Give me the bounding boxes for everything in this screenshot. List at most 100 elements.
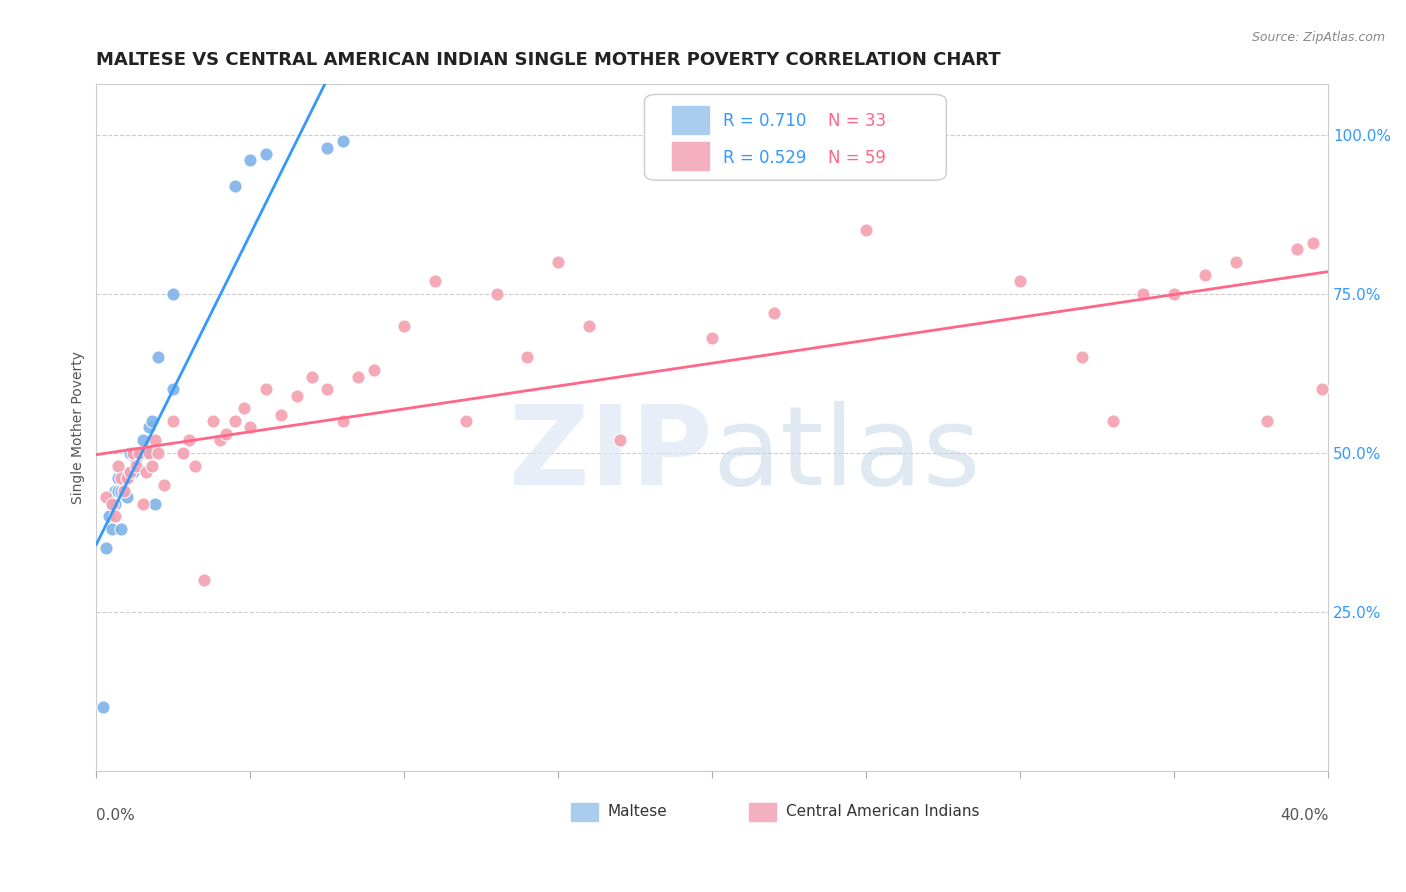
Point — [107, 483, 129, 498]
Point — [112, 471, 135, 485]
Point — [215, 426, 238, 441]
Point — [208, 433, 231, 447]
Text: MALTESE VS CENTRAL AMERICAN INDIAN SINGLE MOTHER POVERTY CORRELATION CHART: MALTESE VS CENTRAL AMERICAN INDIAN SINGL… — [97, 51, 1001, 69]
Point — [702, 331, 724, 345]
Point — [1101, 414, 1123, 428]
Point — [120, 446, 142, 460]
Point — [107, 471, 129, 485]
Text: N = 59: N = 59 — [828, 149, 886, 167]
Point — [285, 389, 308, 403]
Point — [162, 286, 184, 301]
Point — [146, 446, 169, 460]
Point — [112, 483, 135, 498]
Point — [332, 414, 354, 428]
Text: atlas: atlas — [713, 401, 981, 508]
Text: 40.0%: 40.0% — [1279, 808, 1329, 823]
Point — [138, 446, 160, 460]
Point — [316, 141, 339, 155]
Point — [239, 153, 262, 168]
Point — [1010, 274, 1032, 288]
Point — [110, 471, 132, 485]
Point — [485, 286, 508, 301]
Point — [104, 509, 127, 524]
Text: Source: ZipAtlas.com: Source: ZipAtlas.com — [1251, 31, 1385, 45]
Point — [141, 458, 163, 473]
Point — [202, 414, 225, 428]
Point — [112, 483, 135, 498]
Point — [316, 382, 339, 396]
Point — [1163, 286, 1185, 301]
Point — [110, 483, 132, 498]
Point — [239, 420, 262, 434]
Text: 0.0%: 0.0% — [97, 808, 135, 823]
Point — [762, 306, 785, 320]
Point — [1286, 243, 1309, 257]
Point — [547, 255, 569, 269]
FancyBboxPatch shape — [672, 106, 709, 134]
Point — [146, 351, 169, 365]
Point — [125, 458, 148, 473]
Point — [224, 414, 246, 428]
Point — [115, 471, 138, 485]
Text: R = 0.710: R = 0.710 — [723, 112, 807, 130]
Text: Central American Indians: Central American Indians — [786, 805, 980, 820]
Point — [104, 497, 127, 511]
Point — [172, 446, 194, 460]
Point — [1256, 414, 1278, 428]
Point — [1070, 351, 1092, 365]
Point — [1225, 255, 1247, 269]
Point — [233, 401, 256, 416]
Point — [1132, 286, 1154, 301]
Point — [347, 369, 370, 384]
Point — [609, 433, 631, 447]
Point — [115, 471, 138, 485]
Text: R = 0.529: R = 0.529 — [723, 149, 807, 167]
Text: ZIP: ZIP — [509, 401, 713, 508]
Text: Maltese: Maltese — [607, 805, 668, 820]
FancyBboxPatch shape — [672, 143, 709, 169]
Point — [131, 497, 153, 511]
Point — [855, 223, 877, 237]
Point — [91, 700, 114, 714]
Point — [423, 274, 446, 288]
Point — [153, 477, 176, 491]
Point — [122, 446, 145, 460]
Point — [254, 147, 277, 161]
Point — [125, 452, 148, 467]
Point — [224, 178, 246, 193]
Point — [97, 509, 120, 524]
Point — [104, 483, 127, 498]
Point — [162, 414, 184, 428]
Point — [100, 497, 122, 511]
Point — [120, 465, 142, 479]
Point — [128, 446, 150, 460]
Point — [94, 491, 117, 505]
FancyBboxPatch shape — [571, 803, 598, 821]
Point — [110, 522, 132, 536]
Point — [1194, 268, 1216, 282]
Point — [454, 414, 477, 428]
FancyBboxPatch shape — [749, 803, 776, 821]
Point — [131, 433, 153, 447]
Point — [332, 134, 354, 148]
Point — [143, 497, 166, 511]
Point — [301, 369, 323, 384]
Point — [184, 458, 207, 473]
Point — [1302, 235, 1324, 250]
Point — [1310, 382, 1333, 396]
Point — [270, 408, 292, 422]
Point — [94, 541, 117, 556]
Point — [138, 420, 160, 434]
Point — [141, 414, 163, 428]
Y-axis label: Single Mother Poverty: Single Mother Poverty — [72, 351, 86, 504]
Point — [135, 446, 157, 460]
Point — [100, 497, 122, 511]
Point — [254, 382, 277, 396]
Point — [516, 351, 538, 365]
Point — [115, 491, 138, 505]
Point — [100, 522, 122, 536]
FancyBboxPatch shape — [644, 95, 946, 180]
Text: N = 33: N = 33 — [828, 112, 886, 130]
Point — [394, 318, 416, 333]
Point — [120, 465, 142, 479]
